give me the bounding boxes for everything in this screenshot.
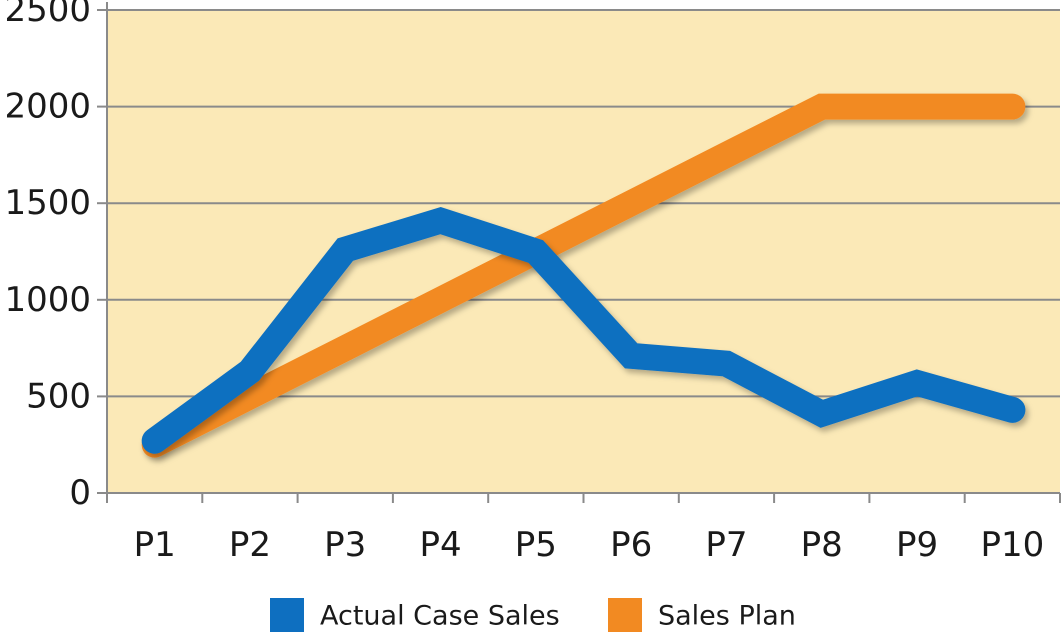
plot-area xyxy=(107,10,1060,493)
x-tick-labels: P1 P2 P3 P4 P5 P6 P7 P8 P9 P10 xyxy=(134,525,1045,565)
x-tick-label: P1 xyxy=(134,525,176,565)
x-tick-label: P3 xyxy=(324,525,366,565)
y-tick-label: 2500 xyxy=(4,0,91,30)
x-tick-label: P9 xyxy=(896,525,938,565)
x-tick-label: P6 xyxy=(610,525,652,565)
x-tick-label: P7 xyxy=(705,525,747,565)
x-tick-label: P5 xyxy=(515,525,557,565)
y-tick-label: 500 xyxy=(26,376,91,416)
x-tick-label: P2 xyxy=(229,525,271,565)
y-tick-labels: 0 500 1000 1500 2000 2500 xyxy=(4,0,91,513)
axes xyxy=(97,2,1061,503)
x-tick-label: P4 xyxy=(419,525,461,565)
y-tick-label: 2000 xyxy=(4,87,91,127)
legend-swatch xyxy=(270,598,304,632)
x-tick-label: P8 xyxy=(801,525,843,565)
legend-label: Actual Case Sales xyxy=(320,601,560,632)
series-line-sales-plan xyxy=(141,93,1026,458)
x-tick-label: P10 xyxy=(980,525,1044,565)
legend: Actual Case Sales Sales Plan xyxy=(270,598,796,632)
legend-swatch xyxy=(608,598,642,632)
y-tick-label: 1000 xyxy=(4,280,91,320)
y-tick-label: 0 xyxy=(69,473,91,513)
series-line-actual-case-sales xyxy=(141,206,1026,454)
y-tick-label: 1500 xyxy=(4,183,91,223)
legend-label: Sales Plan xyxy=(658,601,796,632)
series-lines xyxy=(141,93,1026,458)
